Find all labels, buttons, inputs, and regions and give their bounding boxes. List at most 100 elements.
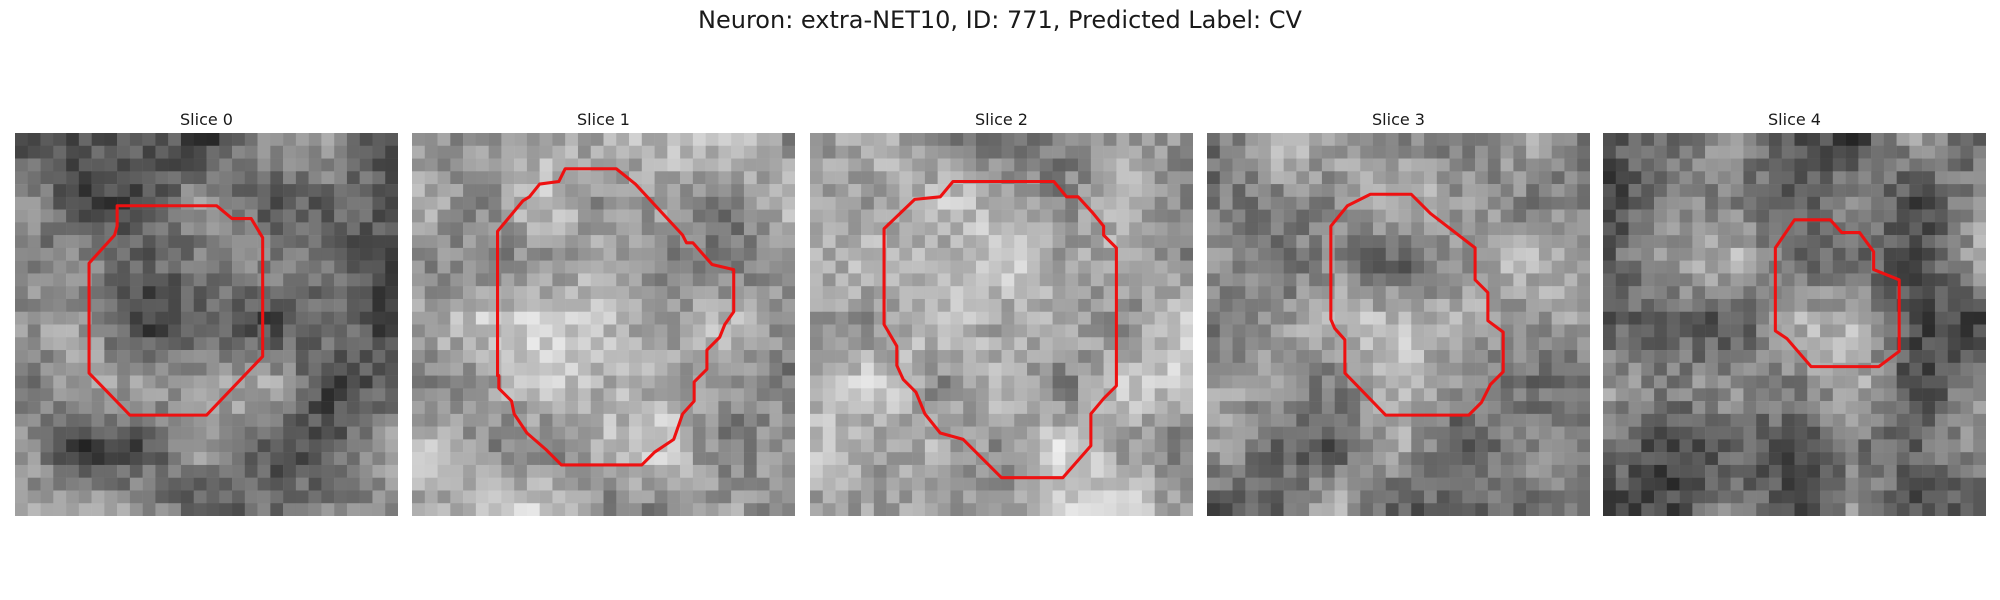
image-pixel <box>1717 184 1731 198</box>
image-pixel <box>1615 388 1629 402</box>
image-pixel <box>129 490 143 504</box>
image-pixel <box>641 375 655 389</box>
image-pixel <box>1487 184 1501 198</box>
image-pixel <box>1666 375 1680 389</box>
image-pixel <box>1832 426 1846 440</box>
image-pixel <box>1014 350 1028 364</box>
image-pixel <box>501 426 515 440</box>
image-pixel <box>835 362 849 376</box>
image-pixel <box>1896 235 1910 249</box>
image-pixel <box>104 452 118 466</box>
image-pixel <box>385 375 398 389</box>
image-pixel <box>1372 222 1386 236</box>
image-pixel <box>1526 375 1540 389</box>
image-pixel <box>372 184 386 198</box>
image-pixel <box>180 464 194 478</box>
image-pixel <box>1794 222 1808 236</box>
image-pixel <box>1027 426 1041 440</box>
image-pixel <box>988 158 1002 172</box>
image-pixel <box>412 196 426 210</box>
image-pixel <box>372 273 386 287</box>
image-pixel <box>988 184 1002 198</box>
image-pixel <box>835 503 849 516</box>
image-pixel <box>1219 375 1233 389</box>
image-pixel <box>1385 273 1399 287</box>
image-pixel <box>193 298 207 312</box>
image-pixel <box>1705 286 1719 300</box>
image-pixel <box>129 464 143 478</box>
image-pixel <box>232 158 246 172</box>
image-pixel <box>616 145 630 159</box>
image-pixel <box>705 273 719 287</box>
image-pixel <box>321 503 335 516</box>
image-pixel <box>385 298 398 312</box>
image-pixel <box>1717 222 1731 236</box>
image-pixel <box>1909 171 1923 185</box>
image-pixel <box>1103 260 1117 274</box>
slice-panel-0: Slice 0 <box>15 107 398 516</box>
image-pixel <box>1730 222 1744 236</box>
image-pixel <box>1372 247 1386 261</box>
image-pixel <box>1078 464 1092 478</box>
image-pixel <box>1232 196 1246 210</box>
image-pixel <box>244 286 258 300</box>
image-pixel <box>822 350 836 364</box>
image-pixel <box>412 247 426 261</box>
image-pixel <box>1743 477 1757 491</box>
image-pixel <box>1219 503 1233 516</box>
image-pixel <box>1296 337 1310 351</box>
image-pixel <box>1027 388 1041 402</box>
image-pixel <box>848 311 862 325</box>
image-pixel <box>963 273 977 287</box>
image-pixel <box>1258 324 1272 338</box>
image-pixel <box>501 324 515 338</box>
image-pixel <box>1398 413 1412 427</box>
image-pixel <box>117 158 131 172</box>
image-pixel <box>1180 247 1193 261</box>
image-pixel <box>1973 222 1986 236</box>
image-pixel <box>743 477 757 491</box>
image-pixel <box>1321 196 1335 210</box>
image-pixel <box>1475 413 1489 427</box>
image-pixel <box>692 184 706 198</box>
image-pixel <box>1858 133 1872 147</box>
image-pixel <box>1167 452 1181 466</box>
image-pixel <box>616 133 630 147</box>
image-pixel <box>155 133 169 147</box>
image-pixel <box>899 503 913 516</box>
image-pixel <box>334 375 348 389</box>
image-pixel <box>1219 350 1233 364</box>
image-pixel <box>743 247 757 261</box>
image-pixel <box>1449 324 1463 338</box>
image-pixel <box>15 247 29 261</box>
image-pixel <box>346 247 360 261</box>
image-pixel <box>424 477 438 491</box>
image-pixel <box>1321 324 1335 338</box>
image-pixel <box>1730 273 1744 287</box>
image-pixel <box>1462 133 1476 147</box>
image-pixel <box>603 426 617 440</box>
image-pixel <box>782 324 795 338</box>
image-pixel <box>616 439 630 453</box>
image-pixel <box>667 133 681 147</box>
image-pixel <box>1014 413 1028 427</box>
image-pixel <box>1372 145 1386 159</box>
image-pixel <box>1436 401 1450 415</box>
image-pixel <box>1820 196 1834 210</box>
image-pixel <box>629 503 643 516</box>
image-pixel <box>193 286 207 300</box>
image-pixel <box>1666 311 1680 325</box>
image-pixel <box>257 209 271 223</box>
image-pixel <box>1039 337 1053 351</box>
image-pixel <box>53 311 67 325</box>
image-pixel <box>1347 337 1361 351</box>
image-pixel <box>244 145 258 159</box>
image-pixel <box>1180 413 1193 427</box>
image-pixel <box>848 324 862 338</box>
image-pixel <box>359 145 373 159</box>
image-pixel <box>1334 388 1348 402</box>
image-pixel <box>1896 362 1910 376</box>
image-pixel <box>1141 503 1155 516</box>
image-pixel <box>53 362 67 376</box>
image-pixel <box>193 145 207 159</box>
